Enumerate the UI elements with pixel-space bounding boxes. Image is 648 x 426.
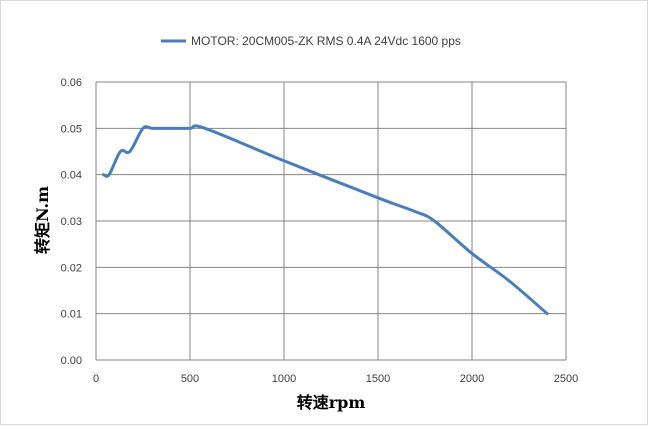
x-axis-title: 转速rpm (297, 393, 366, 412)
y-tick-label: 0.00 (61, 355, 82, 367)
y-tick-label: 0.06 (61, 77, 82, 89)
legend: MOTOR: 20CM005-ZK RMS 0.4A 24Vdc 1600 pp… (161, 34, 461, 48)
x-tick-label: 2500 (554, 373, 578, 385)
series-line (102, 124, 549, 316)
y-tick-label: 0.01 (61, 309, 82, 321)
y-axis-title: 转矩N.m (33, 186, 52, 254)
x-tick-label: 1500 (366, 373, 390, 385)
axes: 0.00 0.01 0.02 0.03 0.04 0.05 0.06 0 500 1000 1500… (61, 77, 579, 385)
y-tick-label: 0.02 (61, 262, 82, 274)
y-tick-label: 0.05 (61, 123, 82, 135)
gridlines (95, 81, 567, 361)
x-tick-label: 2000 (460, 373, 484, 385)
x-tick-label: 0 (93, 373, 99, 385)
y-tick-label: 0.03 (61, 216, 82, 228)
legend-label: MOTOR: 20CM005-ZK RMS 0.4A 24Vdc 1600 pp… (191, 34, 461, 48)
x-tick-label: 1000 (272, 373, 296, 385)
series-layer (102, 124, 549, 316)
y-tick-label: 0.04 (61, 170, 82, 182)
x-tick-label: 500 (181, 373, 199, 385)
